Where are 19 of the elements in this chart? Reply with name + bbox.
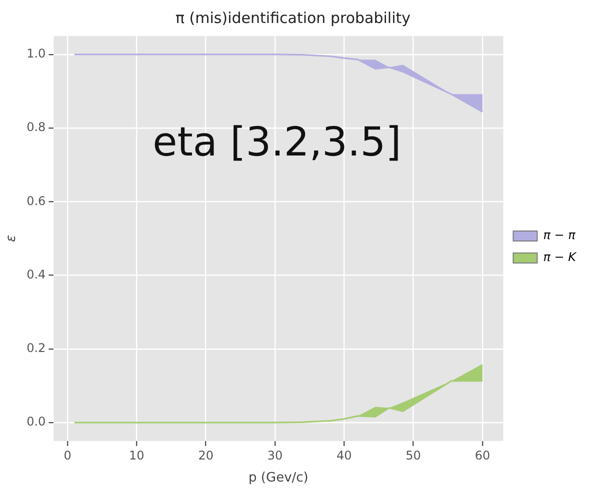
x-tick-label: 30 bbox=[267, 448, 283, 462]
x-tick-label: 0 bbox=[64, 448, 72, 462]
annotation: eta [3.2,3.5] bbox=[152, 120, 402, 166]
x-tick-label: 10 bbox=[129, 448, 144, 462]
x-tick-label: 40 bbox=[336, 448, 352, 462]
y-tick-label: 0.2 bbox=[26, 341, 46, 356]
y-axis-title: ε bbox=[4, 234, 20, 242]
y-tick-label: 0.4 bbox=[26, 267, 46, 282]
y-tick-label: 1.0 bbox=[26, 46, 46, 61]
y-tick-label: 0.0 bbox=[26, 414, 46, 429]
y-tick-label: 0.6 bbox=[26, 194, 46, 208]
x-tick-label: 60 bbox=[474, 448, 490, 462]
legend-label: π − π bbox=[543, 228, 576, 242]
x-axis-title: p (Gev/c) bbox=[248, 470, 308, 486]
x-tick-label: 50 bbox=[406, 448, 421, 462]
x-tick-label: 20 bbox=[198, 448, 214, 462]
chart-title: π (mis)identification probability bbox=[176, 8, 411, 27]
y-tick-label: 0.8 bbox=[26, 120, 46, 134]
legend-label: π − K bbox=[543, 250, 578, 264]
